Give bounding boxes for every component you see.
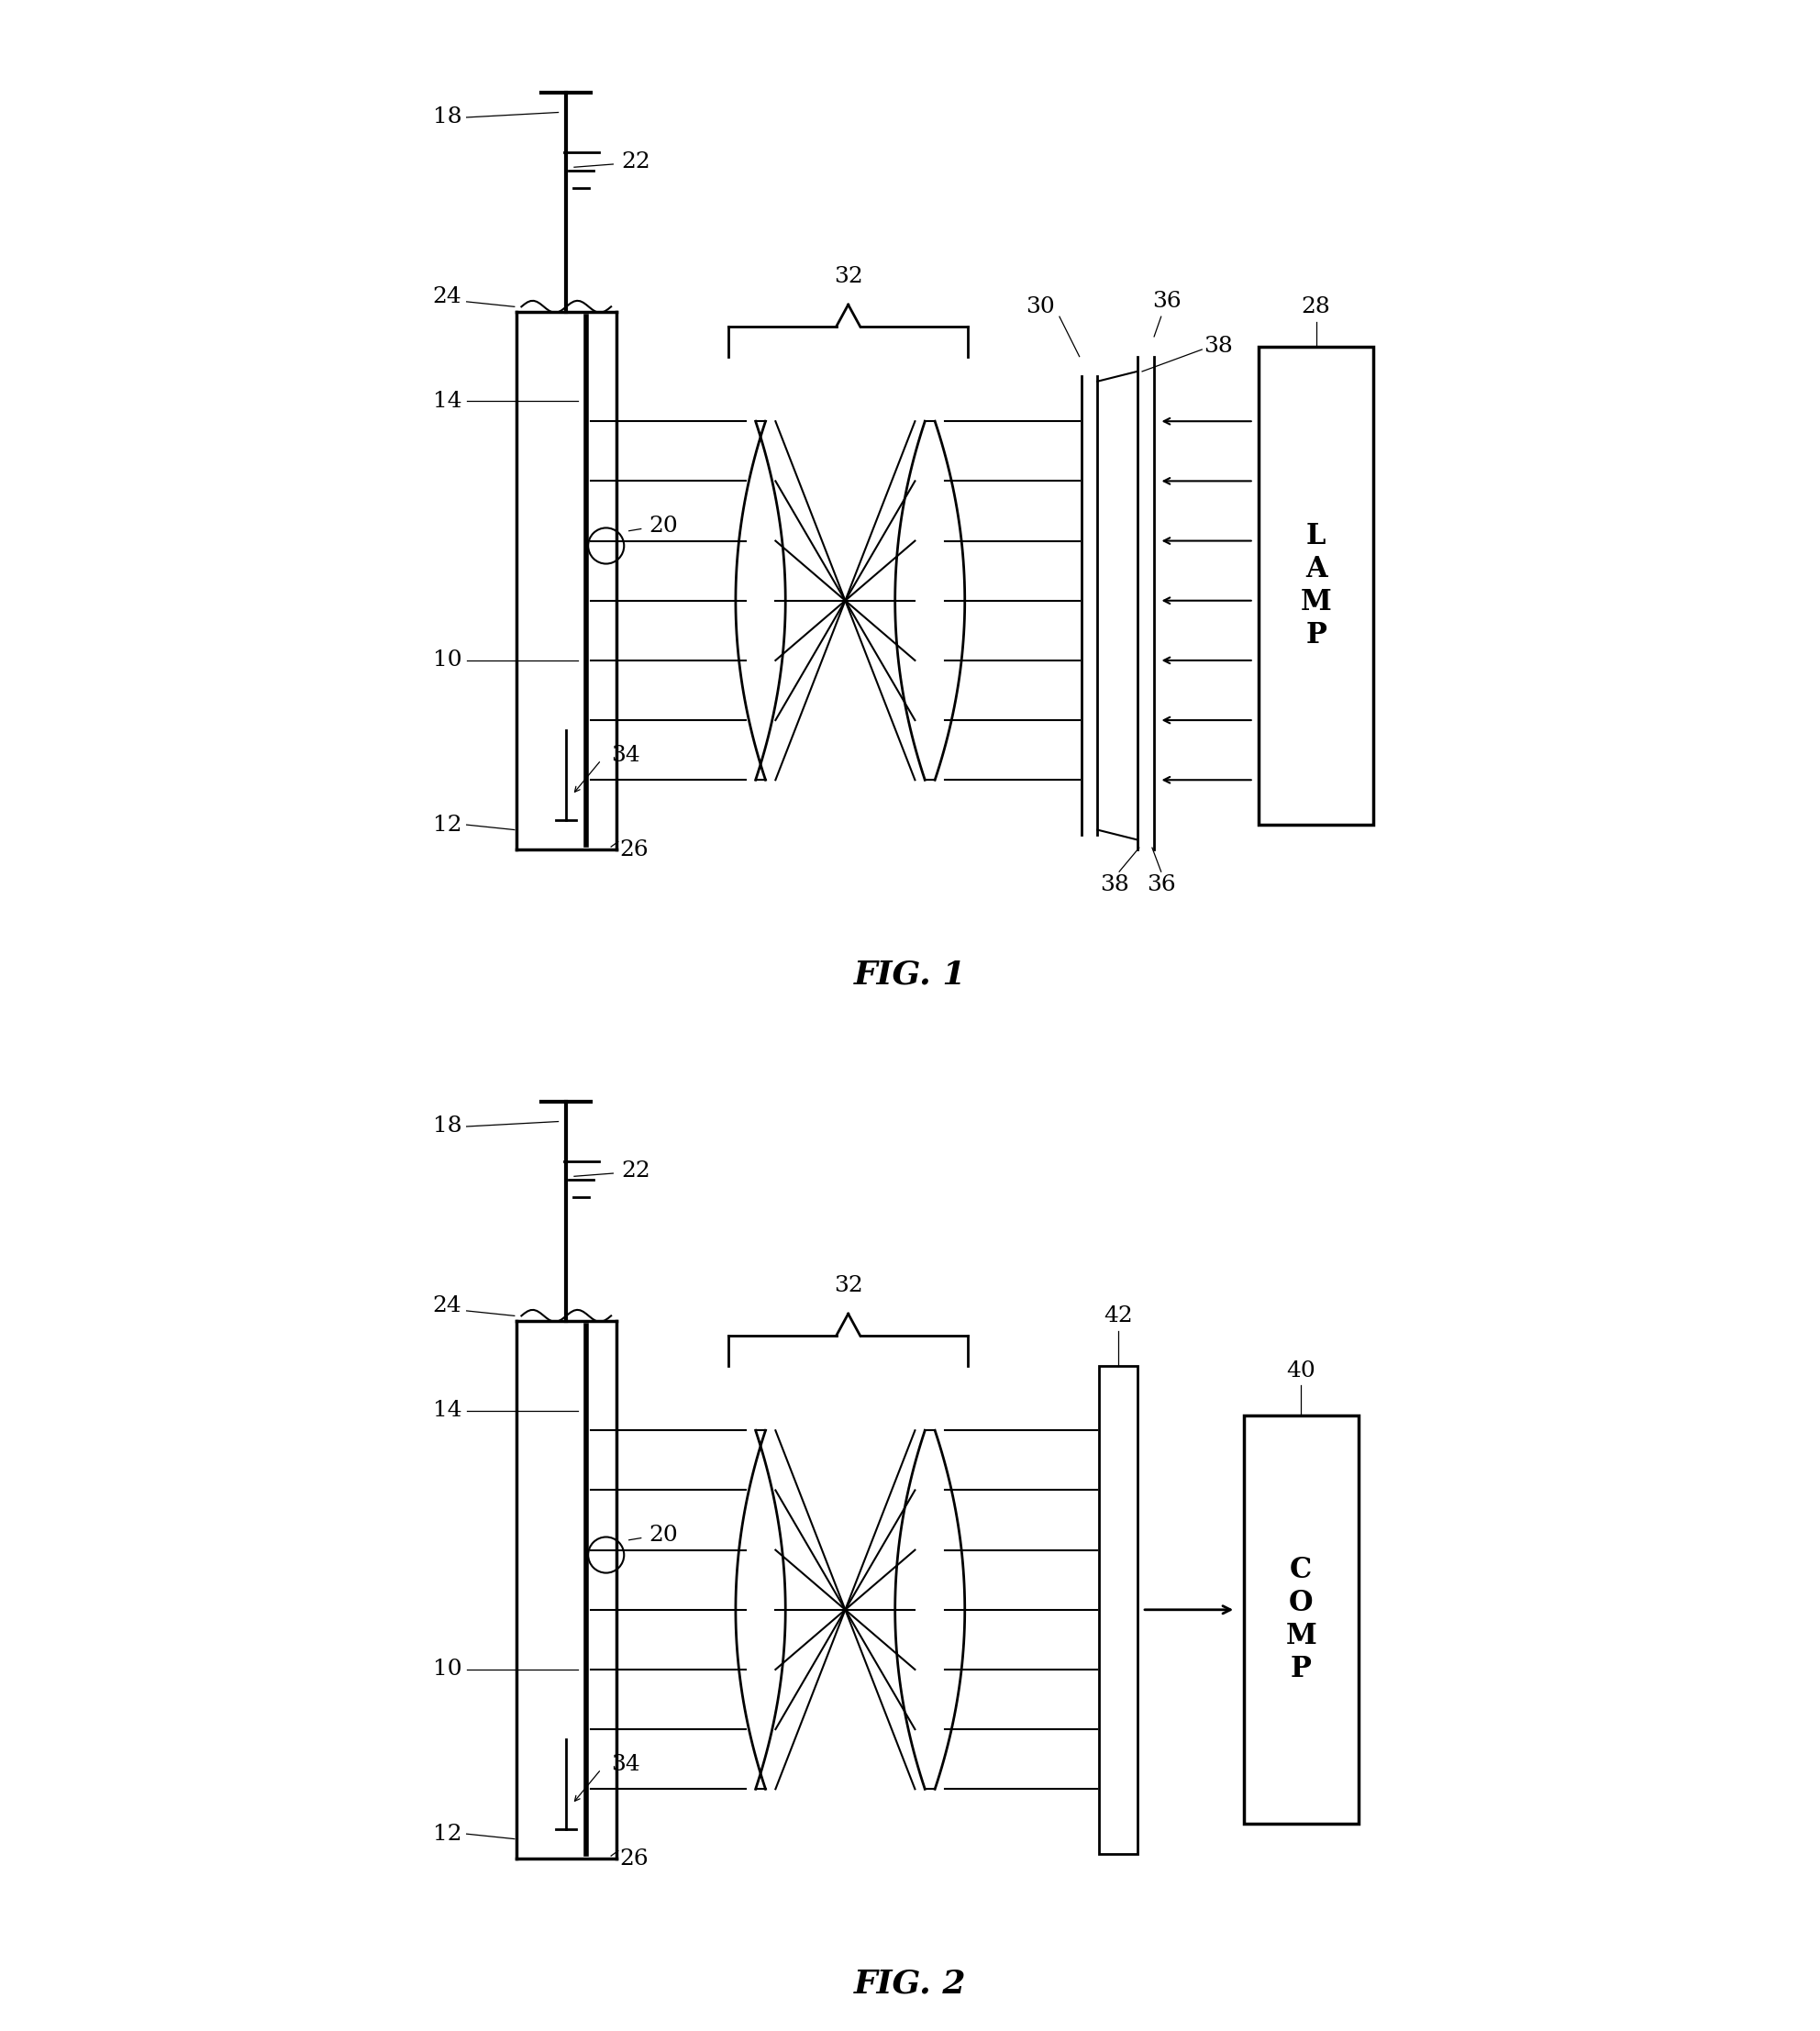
Text: 12: 12 (433, 814, 462, 835)
Text: 40: 40 (1287, 1361, 1316, 1381)
Text: 14: 14 (433, 1399, 462, 1422)
Bar (1259, 347, 1374, 825)
Text: 26: 26 (619, 1848, 648, 1869)
Text: 26: 26 (619, 839, 648, 861)
Text: 10: 10 (433, 650, 462, 670)
Text: 34: 34 (612, 745, 641, 766)
Text: 14: 14 (433, 390, 462, 412)
Bar (1243, 1416, 1358, 1824)
Text: 20: 20 (650, 516, 679, 536)
Text: FIG. 1: FIG. 1 (854, 959, 966, 989)
Text: 12: 12 (433, 1824, 462, 1844)
Text: 22: 22 (621, 152, 650, 173)
Text: C
O
M
P: C O M P (1285, 1556, 1316, 1684)
Text: 24: 24 (433, 286, 462, 307)
Text: 24: 24 (433, 1296, 462, 1316)
Text: 36: 36 (1152, 290, 1181, 313)
Bar (1099, 1365, 1138, 1854)
Text: 36: 36 (1147, 873, 1176, 896)
Text: 10: 10 (433, 1659, 462, 1680)
Text: 38: 38 (1099, 873, 1128, 896)
Text: L
A
M
P: L A M P (1301, 522, 1332, 650)
Text: 18: 18 (433, 1115, 462, 1137)
Text: 34: 34 (612, 1753, 641, 1775)
Text: 32: 32 (834, 266, 863, 286)
Text: 18: 18 (433, 108, 462, 128)
Text: FIG. 2: FIG. 2 (854, 1968, 966, 1999)
Text: 30: 30 (1025, 297, 1054, 317)
Text: 32: 32 (834, 1275, 863, 1296)
Text: 22: 22 (621, 1162, 650, 1182)
Text: 28: 28 (1301, 297, 1330, 317)
Text: 38: 38 (1205, 335, 1234, 357)
Text: 42: 42 (1103, 1306, 1132, 1326)
Text: 20: 20 (650, 1525, 679, 1546)
